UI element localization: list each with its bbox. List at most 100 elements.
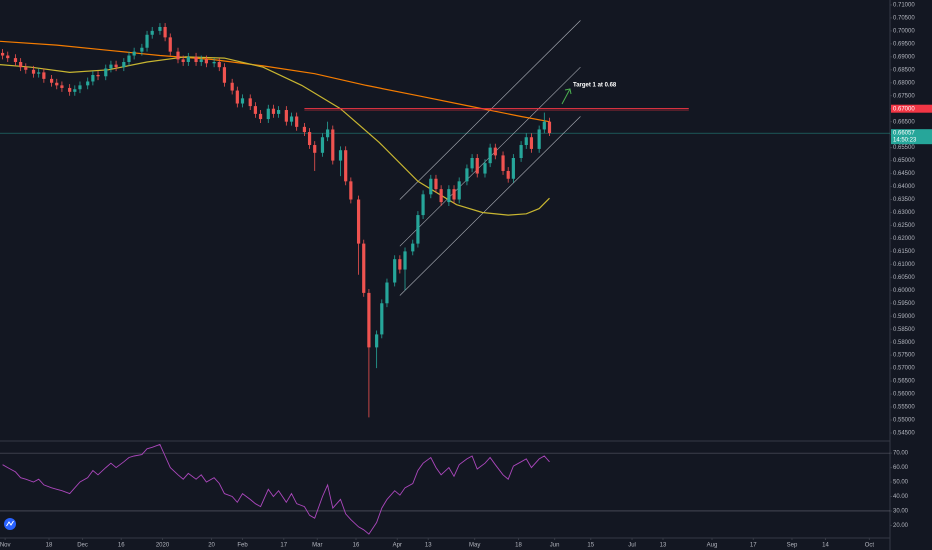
- resistance-label: 0.67000: [893, 106, 915, 112]
- y-tick-label: 0.60500: [893, 275, 915, 281]
- candle-body: [344, 150, 348, 182]
- x-tick-label: Aug: [707, 543, 718, 549]
- candle-body: [176, 51, 180, 60]
- candle-body: [217, 62, 221, 68]
- rsi-y-tick-label: 30.00: [893, 509, 909, 515]
- candle-body: [277, 110, 281, 114]
- x-tick-label: 16: [118, 543, 125, 549]
- candle-body: [506, 170, 510, 179]
- y-tick-label: 0.56500: [893, 379, 915, 385]
- candle-body: [55, 82, 59, 86]
- candle-body: [127, 55, 131, 63]
- candle-body: [31, 69, 36, 74]
- candle-body: [403, 251, 407, 270]
- last-price-label: 0.66057: [893, 131, 915, 137]
- x-tick-label: Oct: [865, 543, 875, 549]
- arrow-head: [564, 88, 572, 95]
- candle-body: [470, 157, 474, 169]
- y-tick-label: 0.68500: [893, 67, 915, 73]
- y-tick-label: 0.58000: [893, 340, 915, 346]
- candle-body: [240, 98, 245, 104]
- y-tick-label: 0.63000: [893, 210, 915, 216]
- y-tick-label: 0.64500: [893, 171, 915, 177]
- y-tick-label: 0.57000: [893, 366, 915, 372]
- x-tick-label: 18: [46, 543, 53, 549]
- y-tick-label: 0.57500: [893, 353, 915, 359]
- candle-body: [0, 52, 5, 56]
- candle-body: [13, 58, 18, 63]
- candle-body: [271, 108, 276, 114]
- candle-body: [60, 85, 64, 88]
- candle-body: [109, 64, 113, 69]
- candle-body: [475, 157, 479, 174]
- y-tick-label: 0.68000: [893, 80, 915, 86]
- candle-body: [483, 163, 487, 174]
- candle-body: [519, 145, 523, 158]
- candle-body: [78, 85, 82, 90]
- countdown-label: 14:50:23: [893, 138, 917, 144]
- x-tick-label: 2020: [156, 543, 170, 549]
- x-tick-label: 13: [660, 543, 667, 549]
- y-tick-label: 0.61000: [893, 262, 915, 268]
- rsi-y-tick-label: 60.00: [893, 465, 909, 471]
- candle-body: [416, 215, 420, 244]
- y-tick-label: 0.60000: [893, 288, 915, 294]
- candle-body: [447, 189, 451, 203]
- x-tick-label: 14: [822, 543, 829, 549]
- x-tick-label: 17: [750, 543, 757, 549]
- candle-body: [493, 147, 497, 156]
- candle-body: [96, 74, 100, 77]
- y-tick-label: 0.54500: [893, 431, 915, 437]
- candle-body: [37, 72, 41, 74]
- y-tick-label: 0.61500: [893, 249, 915, 255]
- candle-body: [168, 37, 172, 52]
- y-tick-label: 0.66500: [893, 119, 915, 125]
- candle-body: [122, 62, 126, 68]
- candle-body: [19, 62, 23, 68]
- candle-body: [114, 64, 118, 68]
- candle-body: [230, 82, 234, 91]
- candle-body: [429, 178, 433, 195]
- rsi-y-tick-label: 40.00: [893, 494, 909, 500]
- x-tick-label: Jun: [550, 543, 560, 549]
- candle-body: [284, 110, 288, 122]
- candle-body: [349, 181, 353, 200]
- candle-body: [248, 98, 252, 107]
- logo[interactable]: [4, 518, 16, 530]
- candle-body: [140, 47, 144, 52]
- x-tick-label: 18: [515, 543, 522, 549]
- candle-body: [524, 137, 528, 146]
- candle-body: [204, 59, 208, 64]
- candle-body: [68, 87, 72, 92]
- candle-body: [258, 113, 263, 120]
- candle-body: [235, 90, 239, 104]
- candle-body: [331, 129, 335, 161]
- y-tick-label: 0.69000: [893, 54, 915, 60]
- candle-body: [289, 116, 294, 122]
- target-arrow: [561, 88, 572, 105]
- y-tick-label: 0.62500: [893, 223, 915, 229]
- y-tick-label: 0.67500: [893, 93, 915, 99]
- x-tick-label: 17: [280, 543, 287, 549]
- candle-body: [24, 67, 28, 70]
- candle-body: [42, 72, 46, 79]
- x-tick-label: Sep: [787, 543, 798, 549]
- rsi-line: [2, 443, 550, 535]
- candle-body: [302, 126, 307, 133]
- candle-body: [356, 199, 361, 244]
- candle-body: [380, 303, 384, 335]
- y-tick-label: 0.59500: [893, 301, 915, 307]
- resistance-label-box: [891, 104, 932, 113]
- rsi-y-tick-label: 70.00: [893, 451, 909, 457]
- x-tick-label: Mar: [312, 543, 322, 549]
- candle-body: [326, 129, 330, 138]
- candle-body: [49, 78, 54, 83]
- logo-mark[interactable]: [6, 520, 14, 527]
- candle-body: [150, 30, 154, 35]
- candle-body: [385, 282, 389, 304]
- candle-body: [547, 121, 552, 134]
- channel-line: [399, 116, 581, 296]
